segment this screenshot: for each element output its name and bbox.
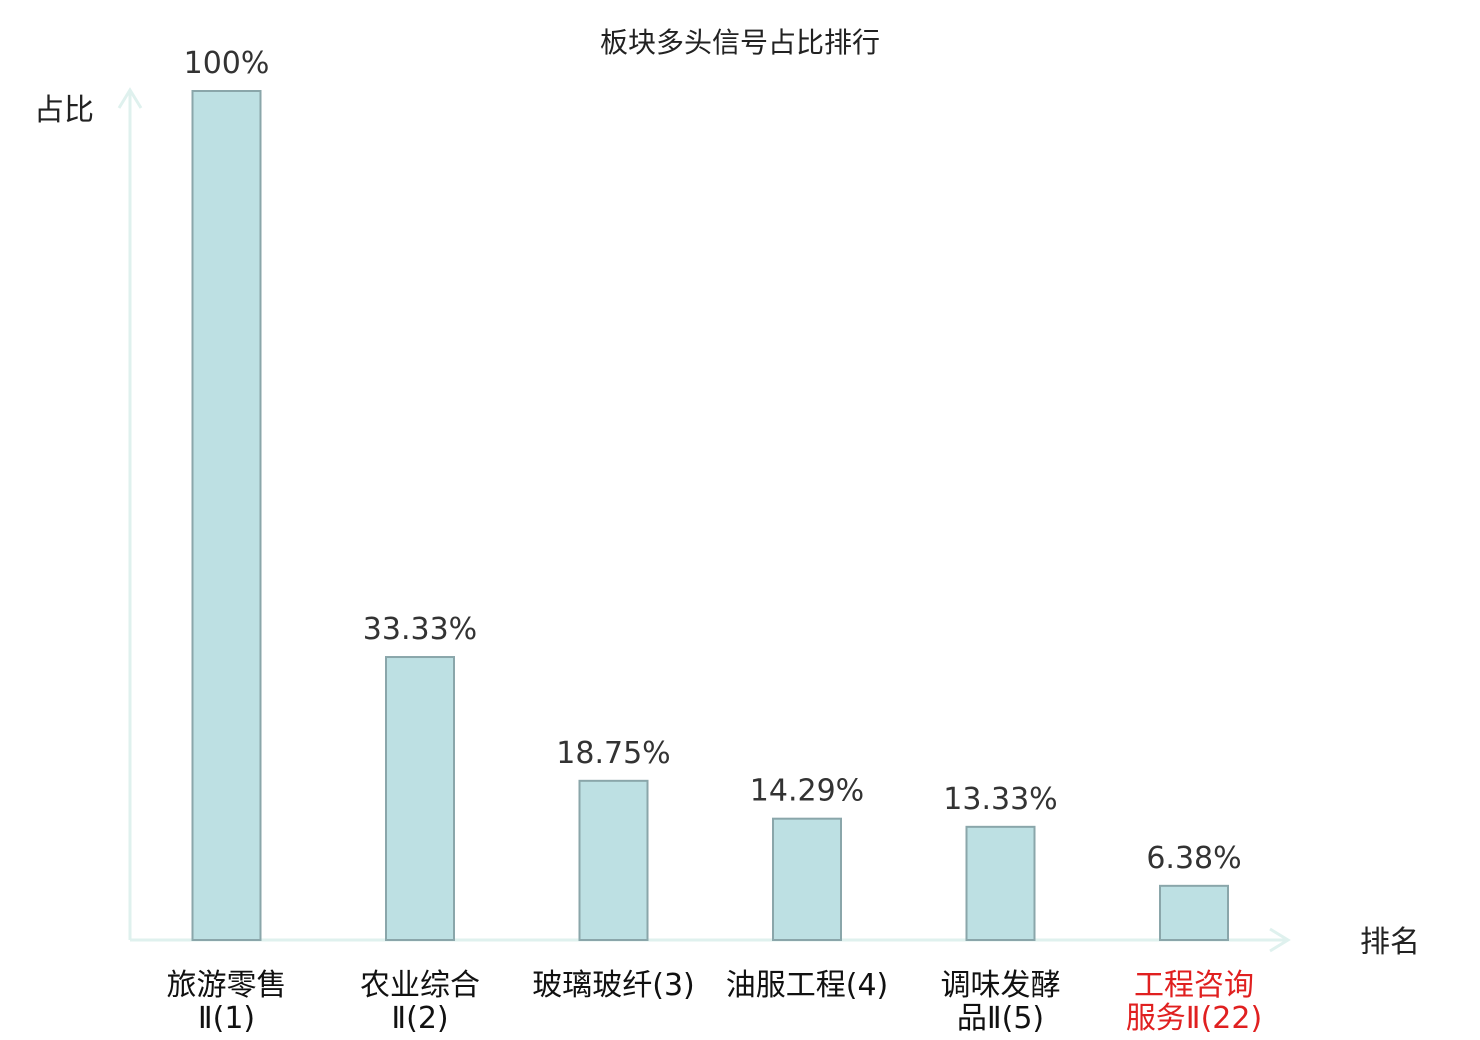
x-axis-arrow [1269, 927, 1291, 953]
x-axis-label: 排名 [1360, 925, 1420, 960]
category-label-5-line-1: 调味发酵 [941, 968, 1061, 1003]
category-label-1-line-1: 旅游零售 [167, 968, 287, 1003]
value-labels: 100% 33.33% 18.75% 14.29% 13.33% 6.38% [184, 46, 1242, 876]
bar-5 [965, 825, 1036, 942]
category-label-6-line-1: 工程咨询 [1134, 968, 1254, 1003]
y-axis-arrow [117, 87, 143, 109]
axes [117, 87, 1291, 953]
value-label-4: 14.29% [750, 774, 864, 809]
bar-3 [578, 779, 649, 941]
category-label-4-line-1: 油服工程(4) [726, 968, 889, 1003]
bar-1 [191, 90, 262, 941]
value-label-1: 100% [184, 46, 270, 81]
bar-4 [772, 817, 842, 942]
value-label-2: 33.33% [363, 612, 477, 647]
category-label-2-line-2: Ⅱ(2) [391, 1001, 448, 1036]
bars [191, 90, 1229, 942]
category-label-2-line-1: 农业综合 [360, 968, 480, 1003]
chart-title: 板块多头信号占比排行 [600, 26, 880, 59]
value-label-6: 6.38% [1146, 841, 1241, 876]
category-label-1-line-2: Ⅱ(1) [198, 1001, 255, 1036]
value-label-3: 18.75% [556, 736, 670, 771]
category-label-3-line-1: 玻璃玻纤(3) [532, 968, 695, 1003]
category-label-5-line-2: 品Ⅱ(5) [957, 1001, 1044, 1036]
y-axis-label: 占比 [34, 93, 94, 128]
category-label-6-line-2: 服务Ⅱ(22) [1126, 1001, 1262, 1036]
value-label-5: 13.33% [943, 782, 1057, 817]
bar-6 [1159, 884, 1229, 941]
bar-2 [385, 656, 455, 942]
